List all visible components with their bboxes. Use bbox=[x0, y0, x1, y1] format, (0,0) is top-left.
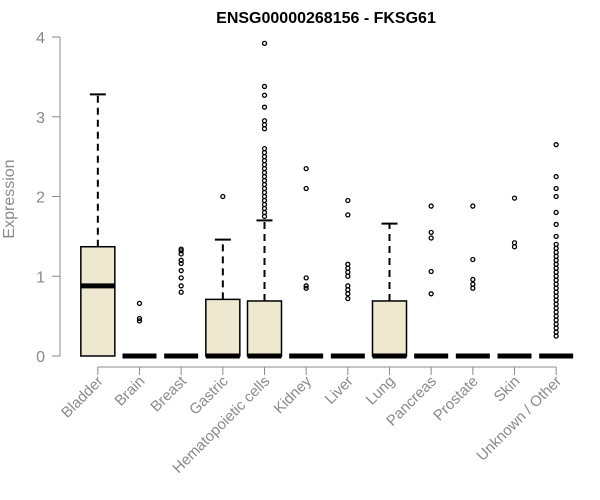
box-hematopoietic-cells bbox=[246, 40, 283, 359]
boxes bbox=[80, 40, 574, 359]
outlier-point bbox=[553, 185, 559, 192]
outlier-point bbox=[553, 142, 559, 148]
box-breast bbox=[164, 246, 199, 359]
outlier-point bbox=[345, 295, 351, 302]
outlier-point bbox=[261, 40, 268, 47]
outlier-point bbox=[178, 246, 184, 252]
outlier-point bbox=[178, 289, 184, 295]
box-body bbox=[371, 300, 408, 357]
outlier-point bbox=[303, 185, 309, 192]
outlier-point bbox=[303, 283, 309, 289]
outlier-point bbox=[303, 275, 309, 281]
outlier-point bbox=[178, 257, 184, 263]
x-tick-label: Breast bbox=[147, 372, 190, 415]
x-tick-label: Liver bbox=[322, 373, 357, 408]
outlier-point bbox=[136, 318, 143, 324]
box-skin bbox=[497, 195, 532, 359]
outlier-point bbox=[470, 276, 476, 283]
outlier-point bbox=[345, 212, 351, 218]
y-axis: 0 1 2 3 4 bbox=[36, 30, 61, 366]
x-tick-label: Lung bbox=[363, 373, 399, 409]
outlier-point bbox=[428, 268, 434, 275]
outlier-point bbox=[470, 281, 476, 287]
outlier-point bbox=[303, 285, 309, 291]
outlier-point bbox=[553, 241, 559, 248]
box-prostate bbox=[455, 203, 490, 359]
outlier-point bbox=[345, 197, 351, 204]
y-tick-label: 2 bbox=[36, 190, 45, 207]
y-tick-label: 3 bbox=[36, 110, 45, 127]
box-kidney bbox=[289, 165, 324, 359]
outlier-point bbox=[553, 233, 559, 240]
box-pancreas bbox=[414, 203, 449, 359]
outlier-point bbox=[136, 300, 143, 307]
outlier-point bbox=[261, 145, 268, 152]
y-axis-label: Expression bbox=[1, 159, 18, 238]
outlier-point bbox=[220, 193, 226, 200]
outlier-point bbox=[553, 173, 559, 180]
outlier-point bbox=[511, 240, 518, 246]
outlier-point bbox=[428, 291, 434, 297]
box-body bbox=[246, 300, 283, 357]
box-liver bbox=[330, 197, 365, 359]
y-tick-label: 1 bbox=[36, 269, 45, 286]
box-gastric bbox=[205, 193, 241, 359]
box-unknown-other bbox=[539, 142, 574, 359]
outlier-point bbox=[136, 315, 143, 322]
outlier-point bbox=[345, 261, 351, 267]
box-body bbox=[80, 245, 116, 357]
outlier-point bbox=[178, 260, 184, 267]
outlier-point bbox=[178, 268, 184, 274]
x-tick-label: Skin bbox=[491, 373, 524, 406]
outlier-point bbox=[261, 104, 268, 110]
outlier-point bbox=[428, 229, 434, 236]
box-body bbox=[205, 298, 241, 357]
x-tick-label: Brain bbox=[112, 373, 149, 410]
outlier-point bbox=[428, 203, 434, 209]
outlier-point bbox=[553, 193, 559, 200]
x-tick-label: Kidney bbox=[271, 372, 316, 417]
outlier-point bbox=[303, 165, 309, 172]
outlier-point bbox=[470, 256, 476, 263]
outlier-point bbox=[178, 283, 184, 289]
x-tick-label: Prostate bbox=[430, 373, 482, 425]
outlier-point bbox=[261, 118, 268, 124]
outlier-point bbox=[428, 235, 434, 241]
chart-title: ENSG00000268156 - FKSG61 bbox=[216, 10, 436, 27]
outlier-point bbox=[553, 221, 559, 228]
outlier-point bbox=[470, 203, 476, 209]
outlier-point bbox=[261, 83, 268, 90]
box-brain bbox=[122, 300, 157, 359]
box-bladder bbox=[80, 93, 116, 357]
x-tick-label: Bladder bbox=[58, 373, 107, 422]
outlier-point bbox=[178, 251, 184, 257]
outlier-point bbox=[553, 209, 559, 216]
outlier-point bbox=[511, 195, 518, 201]
outlier-point bbox=[178, 275, 184, 281]
y-tick-label: 4 bbox=[36, 30, 45, 47]
y-tick-label: 0 bbox=[36, 349, 45, 366]
box-lung bbox=[371, 222, 408, 359]
outlier-point bbox=[261, 92, 268, 98]
outlier-point bbox=[345, 283, 351, 289]
